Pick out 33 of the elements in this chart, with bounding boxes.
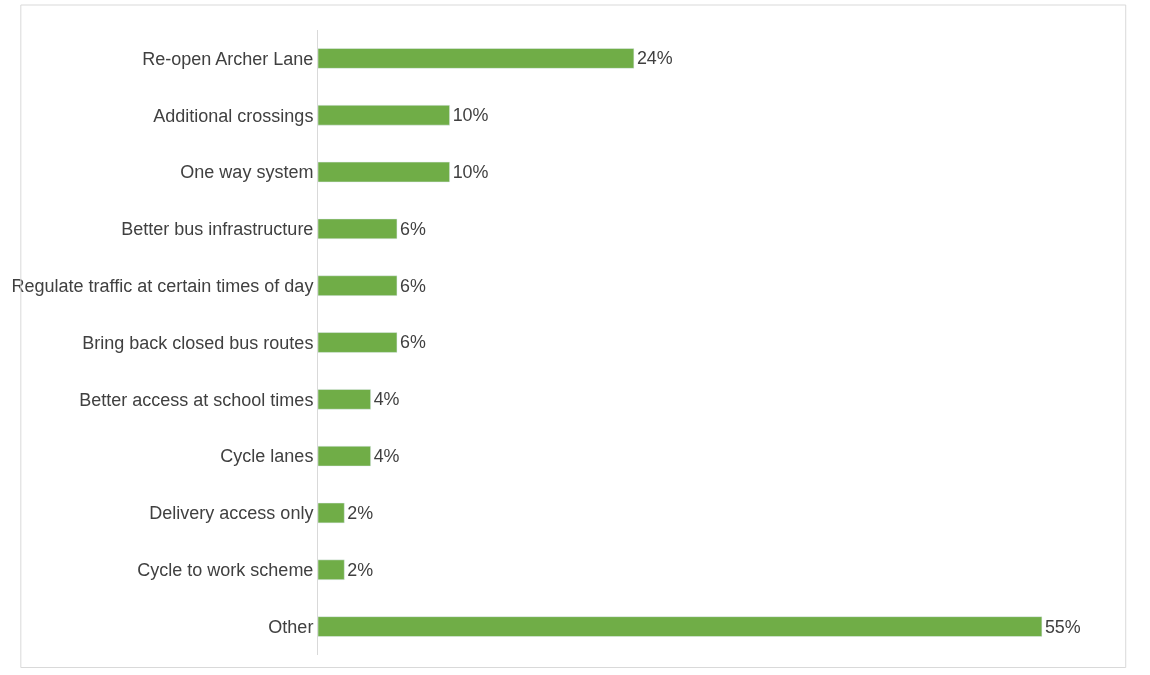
data-label: 6% — [399, 275, 426, 296]
bar — [318, 161, 450, 183]
y-tick-label: Other — [268, 616, 314, 637]
bar — [318, 616, 1043, 637]
bar — [318, 105, 450, 126]
data-label: 6% — [399, 218, 426, 239]
bar — [318, 332, 398, 353]
data-label: 6% — [399, 332, 426, 353]
data-label: 4% — [373, 389, 400, 410]
y-tick-label: Better access at school times — [79, 389, 314, 410]
data-label: 10% — [452, 105, 489, 126]
data-label: 4% — [373, 446, 400, 467]
y-tick-label: Regulate traffic at certain times of day — [11, 275, 314, 296]
y-tick-label: Additional crossings — [153, 105, 314, 126]
bar — [318, 275, 398, 296]
y-tick-label: Better bus infrastructure — [121, 219, 314, 240]
y-tick-label: Delivery access only — [149, 503, 314, 524]
bar — [318, 502, 345, 524]
bar — [318, 389, 371, 410]
bar — [318, 445, 371, 467]
data-label: 10% — [452, 162, 489, 183]
data-label: 55% — [1044, 616, 1081, 637]
y-tick-label: One way system — [180, 162, 314, 183]
bar — [318, 218, 398, 240]
bar — [318, 559, 345, 580]
y-tick-label: Cycle lanes — [220, 446, 314, 467]
y-tick-label: Cycle to work scheme — [137, 560, 314, 581]
y-tick-label: Re-open Archer Lane — [142, 48, 314, 69]
data-label: 2% — [347, 559, 374, 580]
y-tick-label: Bring back closed bus routes — [82, 332, 314, 353]
data-label: 24% — [636, 48, 673, 69]
data-label: 2% — [347, 502, 374, 523]
bar — [318, 48, 635, 69]
